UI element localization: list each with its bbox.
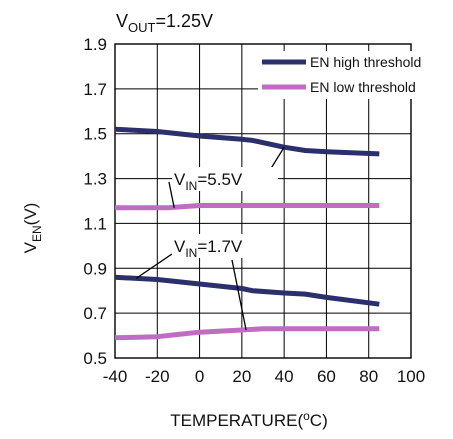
x-axis-label-main: TEMPERATURE(	[170, 411, 303, 430]
annotation-label-0: VIN=5.5V	[174, 170, 243, 193]
legend: EN high threshold EN low threshold	[258, 51, 428, 99]
x-tick-label: -20	[145, 367, 170, 386]
x-tick-label: 0	[195, 367, 204, 386]
y-tick-label: 0.9	[83, 259, 107, 278]
series-line-2	[114, 274, 380, 307]
annotation-leader-0-1	[269, 146, 285, 171]
series-line-1	[115, 203, 380, 211]
legend-label-high: EN high threshold	[310, 54, 421, 70]
series-line-0	[114, 126, 380, 157]
series-line-3	[114, 326, 380, 341]
annotation-leader-1-1	[231, 259, 247, 331]
x-tick-label: 100	[397, 367, 425, 386]
y-axis-label: VEN(V)	[21, 203, 44, 254]
chart-title-sub: OUT	[128, 20, 156, 35]
y-axis-label-sub: EN	[30, 225, 44, 242]
annotation-rest: =1.7V	[197, 237, 243, 256]
tick-labels: -40 -20 0 20 40 60 80 100 0.5 0.7 0.9 1.1 1.3 1.5 1.7 1…	[83, 35, 425, 386]
annotation-sub: IN	[185, 179, 197, 193]
y-tick-label: 0.5	[83, 349, 107, 368]
x-tick-label: 40	[275, 367, 294, 386]
x-axis-label: TEMPERATURE(oC)	[170, 409, 328, 430]
y-axis-label-rest: (V)	[21, 203, 40, 226]
x-tick-label: 20	[232, 367, 251, 386]
y-tick-label: 0.7	[83, 304, 107, 323]
annotation-sub: IN	[185, 246, 197, 260]
annotation-main: V	[174, 237, 186, 256]
chart-title: VOUT=1.25V	[116, 11, 213, 35]
y-tick-label: 1.7	[83, 80, 107, 99]
annotation-label-1: VIN=1.7V	[174, 237, 243, 260]
annotation-bg-1	[172, 234, 278, 258]
annotation-main: V	[174, 170, 186, 189]
legend-label-low: EN low threshold	[310, 79, 416, 95]
x-axis-label-sup: o	[303, 409, 310, 423]
plot-frame	[114, 43, 412, 359]
x-tick-label: 80	[359, 367, 378, 386]
annotation-bg-0	[172, 167, 278, 191]
annotation-leader-1-0	[135, 253, 173, 279]
chart-title-main: V	[116, 11, 128, 31]
annotation-rest: =5.5V	[197, 170, 243, 189]
y-tick-label: 1.3	[83, 170, 107, 189]
x-axis-label-rest: C)	[310, 411, 328, 430]
y-tick-label: 1.1	[83, 214, 107, 233]
x-tick-label: -40	[103, 367, 128, 386]
chart-title-rest: =1.25V	[155, 11, 213, 31]
y-axis-label-main: V	[21, 241, 40, 253]
plot-series	[114, 126, 380, 341]
legend-background	[258, 51, 428, 99]
y-tick-label: 1.5	[83, 125, 107, 144]
x-tick-label: 60	[317, 367, 336, 386]
y-tick-label: 1.9	[83, 35, 107, 54]
annotation-leader-0-0	[168, 181, 175, 208]
